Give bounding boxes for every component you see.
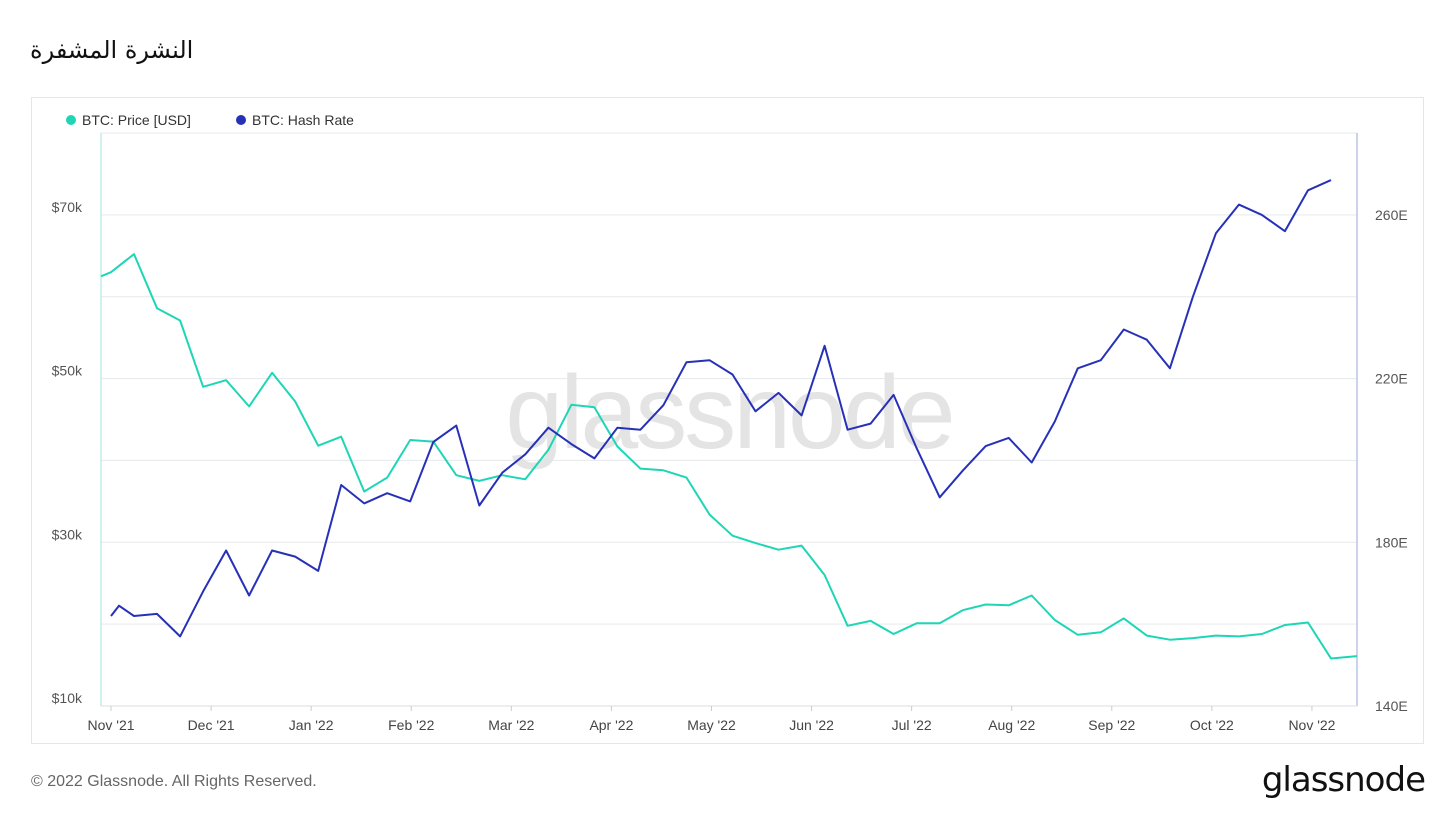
x-tick-label: Dec '21	[188, 717, 235, 733]
x-tick-label: May '22	[687, 717, 736, 733]
y-right-tick-label: 220E	[1375, 371, 1408, 387]
series-line-hash-rate	[110, 179, 1332, 638]
y-right-tick-label: 260E	[1375, 207, 1408, 223]
x-tick-label: Jul '22	[892, 717, 932, 733]
x-tick-label: Jan '22	[289, 717, 334, 733]
footer-copyright: © 2022 Glassnode. All Rights Reserved.	[31, 773, 317, 790]
x-tick-label: Apr '22	[589, 717, 633, 733]
x-tick-label: Oct '22	[1190, 717, 1234, 733]
x-tick-label: Jun '22	[789, 717, 834, 733]
legend: BTC: Price [USD] BTC: Hash Rate	[66, 112, 354, 128]
x-tick-label: Sep '22	[1088, 717, 1135, 733]
x-tick-label: Feb '22	[388, 717, 434, 733]
page-title: النشرة المشفرة	[30, 36, 194, 64]
y-left-tick-label: $70k	[52, 199, 83, 215]
legend-swatch	[236, 115, 246, 125]
chart-frame: glassnode $10k $30k $50k $70k 140E 180E 220E 26…	[31, 97, 1424, 744]
axes-layer: $10k $30k $50k $70k 140E 180E 220E 260E Nov '21 D…	[52, 133, 1408, 733]
x-tick-label: Nov '22	[1288, 717, 1335, 733]
series-line-price	[100, 253, 1358, 660]
x-tick-label: Nov '21	[87, 717, 134, 733]
y-right-tick-label: 180E	[1375, 534, 1408, 550]
x-tick-label: Mar '22	[488, 717, 534, 733]
legend-swatch	[66, 115, 76, 125]
x-tick-label: Aug '22	[988, 717, 1035, 733]
y-left-tick-label: $10k	[52, 690, 83, 706]
series-layer	[100, 179, 1358, 660]
legend-label[interactable]: BTC: Hash Rate	[252, 112, 354, 128]
y-left-tick-label: $50k	[52, 363, 83, 379]
chart-svg: glassnode $10k$30k$50k$70k140E180E220E26…	[52, 112, 1408, 733]
glassnode-logo: glassnode	[1261, 760, 1426, 800]
y-left-tick-label: $30k	[52, 526, 83, 542]
legend-label[interactable]: BTC: Price [USD]	[82, 112, 191, 128]
y-right-tick-label: 140E	[1375, 698, 1408, 714]
grid-layer	[101, 132, 1357, 625]
